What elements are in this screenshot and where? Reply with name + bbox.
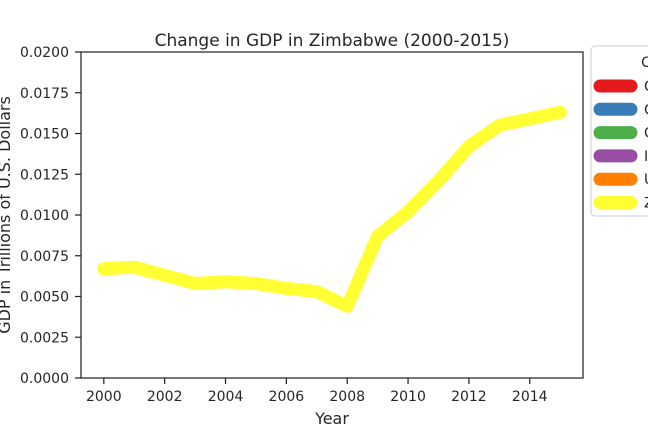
y-tick-label: 0.0025 xyxy=(20,330,69,346)
data-point xyxy=(103,268,105,270)
y-axis: 0.0000 0.0025 0.0050 0.0075 0.0100 0.0125 0.01… xyxy=(20,45,81,387)
y-tick-label: 0.0100 xyxy=(20,208,69,224)
data-point xyxy=(468,146,470,147)
y-tick-label: 0.0050 xyxy=(20,290,69,306)
legend-label: I xyxy=(644,149,648,165)
data-point xyxy=(285,287,287,289)
legend-label: C xyxy=(644,102,648,118)
plot-area xyxy=(80,51,584,379)
legend-label: C xyxy=(644,126,648,142)
data-point xyxy=(529,118,531,120)
y-axis-label: GDP in Trillions of U.S. Dollars xyxy=(0,96,14,334)
data-point xyxy=(559,111,561,113)
data-point xyxy=(133,266,135,268)
legend: CCCCIUZ xyxy=(590,45,648,217)
y-tick-label: 0.0000 xyxy=(20,371,69,387)
y-tick-label: 0.0175 xyxy=(20,86,69,102)
data-point xyxy=(225,281,226,283)
y-tick-label: 0.0125 xyxy=(20,167,69,183)
legend-label: U xyxy=(644,172,648,188)
plot-background xyxy=(81,52,583,378)
series-line-0 xyxy=(97,105,567,313)
x-axis: 2000 2002 2004 2006 2008 2010 2012 2014 xyxy=(86,378,548,405)
y-tick-label: 0.0150 xyxy=(20,127,69,143)
data-point xyxy=(255,283,257,284)
x-tick-label: 2012 xyxy=(451,389,487,405)
data-point xyxy=(164,274,166,276)
x-tick-label: 2006 xyxy=(269,389,305,405)
chart-title: Change in GDP in Zimbabwe (2000-2015) xyxy=(155,31,510,51)
legend-label: Z xyxy=(644,196,648,212)
data-point xyxy=(346,305,348,307)
x-tick-label: 2002 xyxy=(147,389,183,405)
x-axis-label: Year xyxy=(314,409,349,428)
legend-label: C xyxy=(644,79,648,95)
data-point xyxy=(316,291,318,293)
y-tick-label: 0.0075 xyxy=(20,249,69,265)
data-point xyxy=(438,180,439,182)
y-tick-label: 0.0200 xyxy=(20,45,69,61)
legend-title: C xyxy=(641,55,648,71)
x-tick-label: 2004 xyxy=(208,389,244,405)
x-tick-label: 2000 xyxy=(86,389,122,405)
x-tick-label: 2014 xyxy=(512,389,548,405)
x-tick-label: 2008 xyxy=(329,389,365,405)
data-point xyxy=(407,211,409,213)
data-point xyxy=(377,235,379,237)
data-point xyxy=(194,283,196,284)
x-tick-label: 2010 xyxy=(390,389,426,405)
data-point xyxy=(498,124,500,126)
